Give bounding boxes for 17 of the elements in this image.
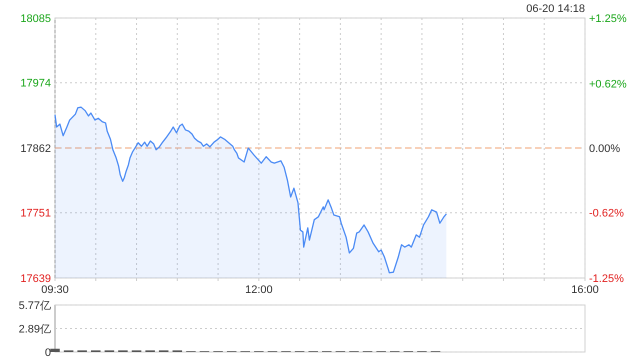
x-tick-label: 16:00	[571, 284, 599, 296]
y-tick-label: 2.89亿	[18, 323, 51, 336]
y2-tick-label: +1.25%	[589, 13, 627, 25]
y-tick-label: 17639	[20, 273, 51, 285]
x-tick-label: 12:00	[245, 284, 273, 296]
y2-tick-label: 0.00%	[589, 143, 620, 155]
y-tick-label: 18085	[20, 13, 51, 25]
y-tick-label: 17974	[20, 78, 51, 90]
y2-tick-label: +0.62%	[589, 78, 627, 91]
y2-tick-label: -0.62%	[589, 207, 624, 220]
y-tick-label: 5.77亿	[18, 300, 51, 312]
chart-subtitle: 06-20 14:18	[526, 3, 585, 15]
y-tick-label: 17862	[20, 143, 51, 155]
x-tick-label: 09:30	[41, 284, 69, 296]
y-tick-label: 17751	[20, 208, 51, 220]
y-tick-label: 0	[44, 347, 51, 359]
y2-tick-label: -1.25%	[589, 273, 624, 285]
